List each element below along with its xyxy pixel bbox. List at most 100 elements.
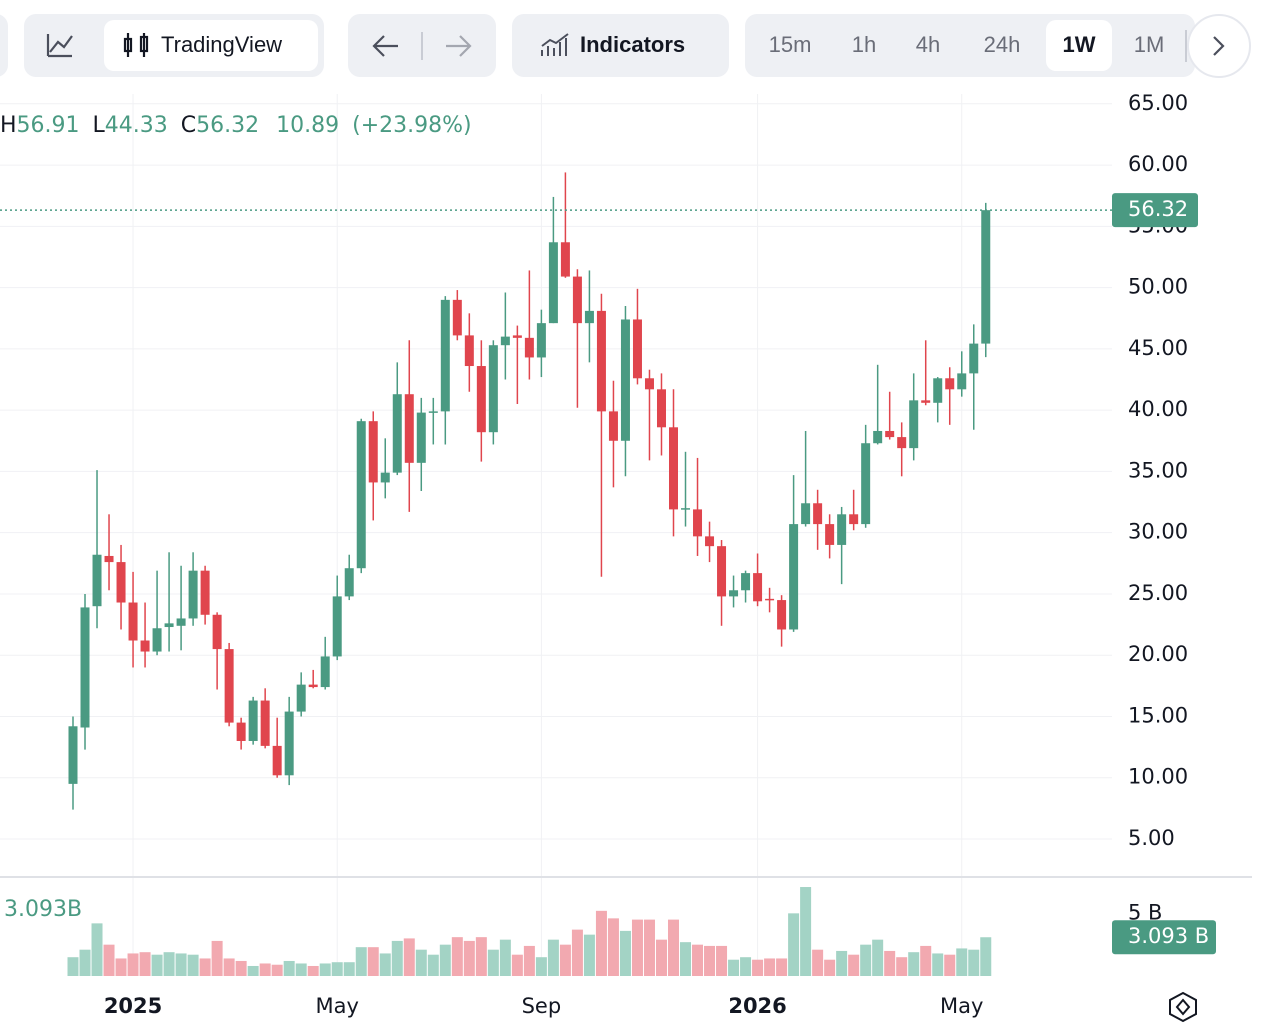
volume-bar — [127, 953, 139, 976]
candle-body — [248, 700, 258, 741]
candle-body — [224, 649, 234, 723]
volume-bar — [860, 944, 872, 976]
volume-bar — [619, 930, 631, 976]
candle-body — [957, 373, 967, 390]
volume-bar — [968, 949, 980, 976]
volume-bar — [668, 919, 679, 976]
candle-body — [885, 430, 895, 438]
volume-bar — [692, 944, 704, 976]
y-tick-label: 25.00 — [1128, 581, 1188, 605]
interval-button[interactable]: 24h — [984, 32, 1021, 57]
candle-body — [837, 514, 847, 545]
volume-bar — [547, 939, 559, 976]
settings-icon[interactable] — [1169, 991, 1197, 1023]
volume-bar — [415, 949, 427, 976]
interval-button[interactable]: 1W — [1063, 32, 1096, 57]
candle-body — [693, 509, 703, 537]
y-tick-label: 10.00 — [1128, 765, 1188, 789]
candle-body — [849, 514, 859, 525]
volume-bar — [331, 962, 343, 976]
volume-bar — [523, 945, 535, 976]
volume-bar — [788, 913, 800, 976]
volume-bar — [379, 953, 391, 976]
indicators-label: Indicators — [580, 32, 685, 57]
volume-bar — [643, 919, 655, 976]
volume-bar — [175, 953, 187, 976]
y-tick-label: 30.00 — [1128, 520, 1188, 544]
candle-body — [620, 319, 630, 441]
scroll-button[interactable] — [1187, 14, 1251, 78]
volume-bar — [920, 945, 932, 976]
volume-bar — [812, 949, 824, 976]
interval-button[interactable]: 15m — [769, 32, 812, 57]
chart-style-label: TradingView — [161, 32, 282, 57]
volume-bar — [307, 965, 319, 976]
volume-bar — [848, 954, 860, 976]
candle-body — [873, 430, 883, 444]
candle-body — [632, 319, 642, 379]
volume-bar — [319, 963, 331, 976]
x-tick-label: 2026 — [728, 994, 786, 1018]
candle-body — [272, 745, 282, 776]
legend-value: 44.33 — [105, 113, 168, 138]
volume-bar — [67, 957, 79, 976]
candle-body — [200, 570, 210, 615]
candle-body — [897, 437, 907, 449]
volume-bar — [824, 959, 836, 976]
candle-body — [344, 568, 354, 597]
interval-button[interactable]: 1h — [852, 32, 876, 57]
indicators-button[interactable] — [512, 14, 729, 77]
candle-body — [765, 598, 775, 601]
candle-body — [861, 443, 871, 525]
interval-button[interactable]: 1M — [1134, 32, 1165, 57]
volume-bar — [571, 929, 583, 976]
candle-body — [128, 602, 138, 641]
volume-bar — [199, 958, 211, 976]
volume-bar — [103, 944, 115, 976]
candle-body — [440, 299, 450, 412]
last-price-label: 56.32 — [1128, 197, 1188, 221]
volume-bar — [235, 960, 247, 976]
candle-body — [945, 378, 955, 390]
candle-body — [392, 394, 402, 473]
legend-value: 56.32 — [196, 113, 259, 138]
volume-bar — [79, 949, 91, 976]
candle-body — [560, 242, 570, 277]
candle-body — [717, 546, 727, 597]
y-tick-label: 50.00 — [1128, 275, 1188, 299]
candle-body — [296, 684, 306, 712]
volume-bar — [247, 965, 259, 976]
candle-body — [741, 573, 751, 591]
volume-bar — [704, 945, 716, 976]
candle-body — [176, 618, 186, 626]
legend-key: H — [0, 113, 17, 138]
volume-last-label: 3.093 B — [1128, 924, 1209, 948]
candle-body — [669, 427, 678, 510]
chart-type-icon[interactable] — [46, 34, 73, 58]
volume-bar — [427, 954, 439, 976]
volume-bar — [211, 940, 223, 976]
volume-bar — [655, 939, 667, 976]
candle-body — [332, 596, 342, 657]
candle-body — [308, 684, 318, 688]
volume-bar — [908, 952, 920, 976]
volume-bar — [367, 947, 379, 976]
button-group[interactable] — [0, 14, 8, 77]
candle-body — [729, 590, 739, 597]
candle-body — [572, 276, 582, 324]
toolbar: TradingView Indicators 15m 1h 4h 24h 1W 1M — [0, 14, 1251, 78]
y-tick-label: 20.00 — [1128, 642, 1188, 666]
chart-style-button[interactable] — [104, 20, 318, 71]
y-tick-label: 60.00 — [1128, 152, 1188, 176]
volume-bar — [271, 964, 283, 976]
redo-button[interactable] — [446, 35, 472, 57]
volume-bar — [728, 959, 740, 976]
volume-bar — [499, 939, 511, 976]
volume-bar — [980, 937, 992, 976]
undo-button[interactable] — [372, 35, 398, 57]
y-tick-label: 15.00 — [1128, 703, 1188, 727]
candle-body — [80, 607, 90, 728]
interval-group — [745, 14, 1195, 77]
interval-button[interactable]: 4h — [916, 32, 940, 57]
active-interval-bg — [1046, 20, 1112, 71]
